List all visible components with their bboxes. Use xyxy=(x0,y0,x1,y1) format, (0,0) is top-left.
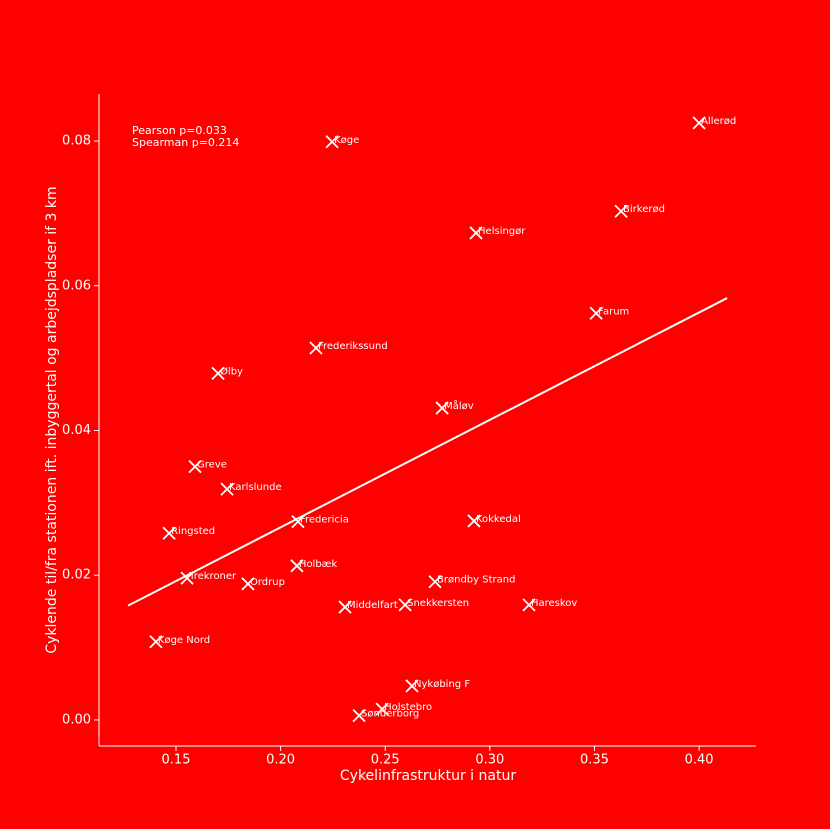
marker xyxy=(338,600,352,614)
marker xyxy=(405,679,419,693)
y-tick-label: 0.04 xyxy=(62,423,91,438)
x-tick-label: 0.15 xyxy=(162,753,191,768)
point-label: Brøndby Strand xyxy=(437,575,515,586)
trend-line xyxy=(127,297,728,607)
marker xyxy=(435,401,449,415)
point-label: Holstebro xyxy=(384,702,432,713)
marker xyxy=(220,482,234,496)
marker xyxy=(469,226,483,240)
marker xyxy=(467,514,481,528)
point-label: Birkerød xyxy=(623,204,665,215)
point-label: Køge Nord xyxy=(158,635,210,646)
point-label: Kokkedal xyxy=(476,514,521,525)
point-label: Snekkersten xyxy=(407,598,469,609)
marker xyxy=(522,598,536,612)
y-axis-label: Cyklende til/fra stationen ift. inbygger… xyxy=(44,186,60,653)
marker xyxy=(325,135,339,149)
x-tick-label: 0.30 xyxy=(475,753,504,768)
point-label: Middelfart xyxy=(347,600,398,611)
marker xyxy=(614,204,628,218)
y-tick-label: 0.06 xyxy=(62,278,91,293)
marker xyxy=(149,635,163,649)
point-label: Ordrup xyxy=(250,577,285,588)
marker xyxy=(398,598,412,612)
point-label: Frederikssund xyxy=(318,341,388,352)
y-tick-label: 0.02 xyxy=(62,568,91,583)
marker xyxy=(241,577,255,591)
point-label: Helsingør xyxy=(478,226,526,237)
annotation: Spearman p=0.214 xyxy=(132,136,239,149)
point-label: Karlslunde xyxy=(229,482,282,493)
marker xyxy=(692,116,706,130)
point-label: Farum xyxy=(598,306,629,317)
point-label: Greve xyxy=(197,460,227,471)
marker xyxy=(589,306,603,320)
marker xyxy=(309,341,323,355)
x-tick-label: 0.35 xyxy=(580,753,609,768)
marker xyxy=(180,571,194,585)
marker xyxy=(375,702,389,716)
marker xyxy=(290,559,304,573)
point-label: Ringsted xyxy=(171,526,215,537)
marker xyxy=(352,708,366,723)
point-label: Nykøbing F xyxy=(414,679,470,690)
x-tick-label: 0.25 xyxy=(371,753,400,768)
x-axis-label: Cykelinfrastruktur i natur xyxy=(340,768,516,784)
marker xyxy=(162,526,176,540)
y-tick-label: 0.00 xyxy=(62,712,91,727)
marker xyxy=(188,460,202,474)
point-label: Ølby xyxy=(220,365,243,377)
x-tick-label: 0.40 xyxy=(685,753,714,768)
annotation: Pearson p=0.033 xyxy=(132,124,227,137)
point-label: Allerød xyxy=(701,116,736,127)
marker xyxy=(291,515,305,529)
point-label: Fredericia xyxy=(300,515,349,526)
point-label: Sønderborg xyxy=(361,709,419,720)
point-label: Måløv xyxy=(444,399,474,412)
point-label: Holbæk xyxy=(299,559,338,570)
marker xyxy=(428,575,442,589)
point-label: Hareskov xyxy=(531,598,577,609)
point-label: Trekroner xyxy=(188,571,237,582)
point-label: Køge xyxy=(334,135,359,146)
marker xyxy=(211,366,225,380)
x-tick-label: 0.20 xyxy=(266,753,295,768)
y-tick-label: 0.08 xyxy=(62,134,91,149)
